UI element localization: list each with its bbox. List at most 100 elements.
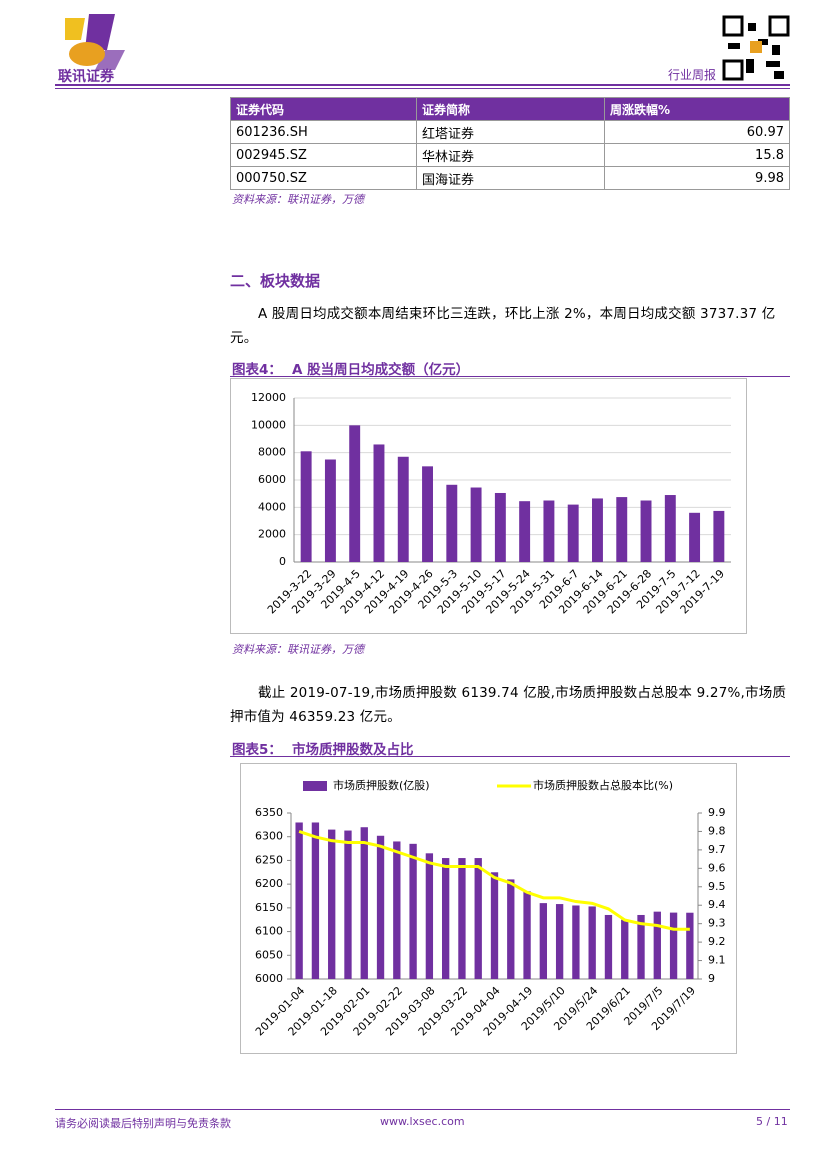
bar: [543, 500, 555, 562]
bar: [588, 906, 596, 979]
bar: [328, 829, 336, 979]
bar: [686, 912, 694, 979]
bar: [507, 879, 515, 979]
report-type: 行业周报: [668, 68, 717, 82]
paragraph: 截止 2019-07-19,市场质押股数 6139.74 亿股,市场质押股数占总…: [230, 685, 787, 725]
y2-tick-label: 9.2: [708, 935, 726, 948]
bar: [616, 497, 628, 562]
bar: [567, 504, 579, 562]
y-tick-label: 10000: [251, 418, 286, 431]
bar: [458, 858, 466, 979]
bar: [441, 858, 450, 979]
bar: [519, 501, 531, 562]
qr-code: [722, 15, 790, 81]
y2-tick-label: 9.3: [708, 917, 726, 930]
bar: [295, 822, 303, 979]
y-tick-label: 6150: [255, 901, 283, 914]
bar: [311, 822, 320, 979]
y-tick-label: 2000: [258, 528, 286, 541]
bar: [713, 510, 725, 562]
bar: [592, 498, 603, 562]
figure-title: 市场质押股数及占比: [292, 742, 414, 758]
header-rule: [55, 84, 790, 86]
y2-tick-label: 9.9: [708, 806, 726, 819]
bar: [397, 456, 409, 562]
y-tick-label: 12000: [251, 391, 286, 404]
table-cell: 9.98: [604, 166, 790, 190]
bar: [637, 914, 645, 979]
section-heading: 二、板块数据: [230, 272, 321, 290]
y-tick-label: 6300: [255, 830, 283, 843]
paragraph: A 股周日均成交额本周结束环比三连跌，环比上涨 2%，本周日均成交额 3737.…: [230, 306, 776, 346]
bar: [572, 905, 580, 979]
bar: [470, 487, 482, 562]
bar: [539, 903, 548, 979]
y-tick-label: 6050: [255, 948, 283, 961]
bar: [689, 512, 701, 562]
bar: [523, 891, 531, 979]
bar: [349, 425, 361, 562]
bar: [425, 853, 434, 979]
caption-rule: [230, 376, 790, 377]
legend-label: 市场质押股数(亿股): [333, 778, 430, 792]
chart: 6000 6050 6100 6150 6200 6250 6300 6350 9 9.1 9.2 9…: [240, 763, 737, 1054]
y2-tick-label: 9.8: [708, 824, 726, 837]
figure-title: A 股当周日均成交额（亿元）: [292, 362, 470, 378]
y-tick-label: 8000: [258, 446, 286, 459]
caption-rule: [230, 756, 790, 757]
legend-swatch: [303, 781, 327, 791]
figure-label: 图表4：: [232, 362, 282, 378]
y-tick-label: 0: [279, 555, 286, 568]
table-cell: 华林证券: [416, 143, 605, 167]
bar: [373, 444, 385, 562]
bar: [300, 451, 312, 562]
y-tick-label: 6350: [255, 806, 283, 819]
footer-rule: [55, 1109, 790, 1110]
website: www.lxsec.com: [380, 1115, 465, 1128]
bar: [640, 500, 652, 562]
y-tick-label: 4000: [258, 500, 286, 513]
table-header: 周涨跌幅%: [604, 97, 790, 121]
bar: [490, 872, 499, 979]
logo: [65, 14, 125, 70]
table-header: 证券代码: [230, 97, 417, 121]
table-header: 证券简称: [416, 97, 605, 121]
y2-tick-label: 9.1: [708, 954, 726, 967]
bar: [393, 841, 401, 979]
bar: [324, 459, 336, 562]
bar: [376, 835, 385, 979]
bar: [664, 495, 676, 562]
disclaimer: 请务必阅读最后特别声明与免责条款: [55, 1117, 231, 1130]
table-cell: 60.97: [604, 120, 790, 144]
bar: [604, 914, 613, 979]
table-cell: 601236.SH: [230, 120, 417, 144]
y2-tick-label: 9.4: [708, 898, 726, 911]
y-tick-label: 6000: [258, 473, 286, 486]
bar: [653, 911, 661, 979]
y2-tick-label: 9.7: [708, 843, 726, 856]
stock-table: 证券代码 证券简称 周涨跌幅% 601236.SH 红塔证券 60.97 00294…: [230, 97, 790, 190]
bar: [621, 919, 629, 979]
table-cell: 000750.SZ: [230, 166, 417, 190]
bar: [555, 904, 564, 979]
table-cell: 国海证券: [416, 166, 605, 190]
header-rule: [55, 88, 790, 89]
bar: [669, 912, 678, 979]
bar: [422, 466, 433, 562]
y-tick-label: 6000: [255, 972, 283, 985]
logo-text: 联讯证券: [58, 69, 114, 85]
figure-label: 图表5：: [232, 742, 282, 758]
y-tick-label: 6250: [255, 853, 283, 866]
page-number: 5 / 11: [756, 1115, 788, 1128]
bar: [409, 843, 417, 979]
bar: [474, 858, 482, 979]
line: [298, 830, 690, 931]
bar: [446, 484, 458, 562]
y2-tick-label: 9.5: [708, 880, 726, 893]
source-note: 资料来源：联讯证券，万德: [232, 643, 364, 656]
y-tick-label: 6100: [255, 925, 283, 938]
legend-label: 市场质押股数占总股本比(%): [533, 778, 673, 792]
table-cell: 15.8: [604, 143, 790, 167]
y2-tick-label: 9.6: [708, 861, 726, 874]
